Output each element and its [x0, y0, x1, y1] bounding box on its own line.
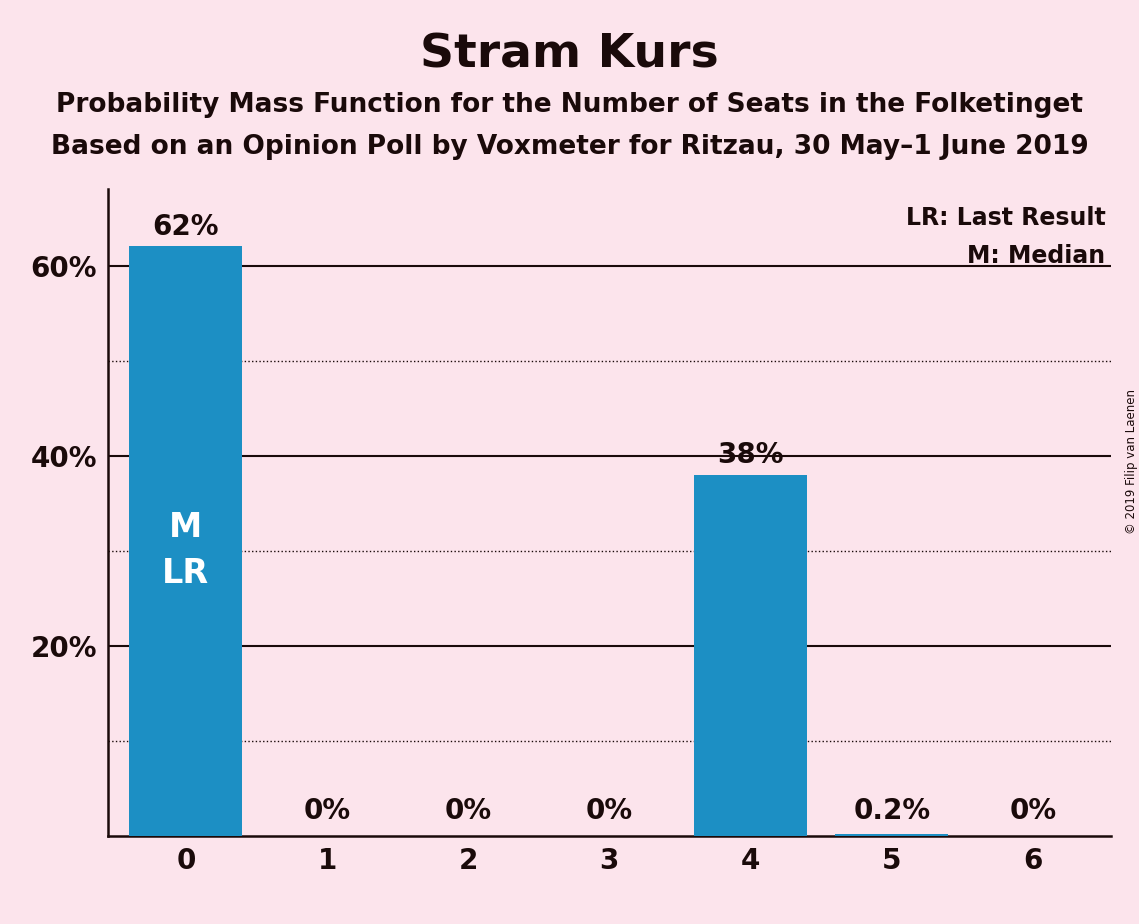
Text: 62%: 62%	[153, 213, 219, 241]
Text: Based on an Opinion Poll by Voxmeter for Ritzau, 30 May–1 June 2019: Based on an Opinion Poll by Voxmeter for…	[50, 134, 1089, 160]
Text: 0%: 0%	[585, 796, 633, 825]
Text: Stram Kurs: Stram Kurs	[420, 32, 719, 78]
Bar	[130, 247, 243, 836]
Bar	[694, 475, 808, 836]
Text: 38%: 38%	[718, 441, 784, 469]
Text: LR: Last Result: LR: Last Result	[906, 206, 1106, 229]
Text: 0%: 0%	[303, 796, 351, 825]
Text: Probability Mass Function for the Number of Seats in the Folketinget: Probability Mass Function for the Number…	[56, 92, 1083, 118]
Text: 0%: 0%	[444, 796, 492, 825]
Text: M: Median: M: Median	[967, 244, 1106, 268]
Bar	[835, 834, 948, 836]
Text: 0.2%: 0.2%	[853, 796, 931, 825]
Text: © 2019 Filip van Laenen: © 2019 Filip van Laenen	[1124, 390, 1138, 534]
Text: 0%: 0%	[1009, 796, 1057, 825]
Text: M
LR: M LR	[162, 511, 210, 590]
